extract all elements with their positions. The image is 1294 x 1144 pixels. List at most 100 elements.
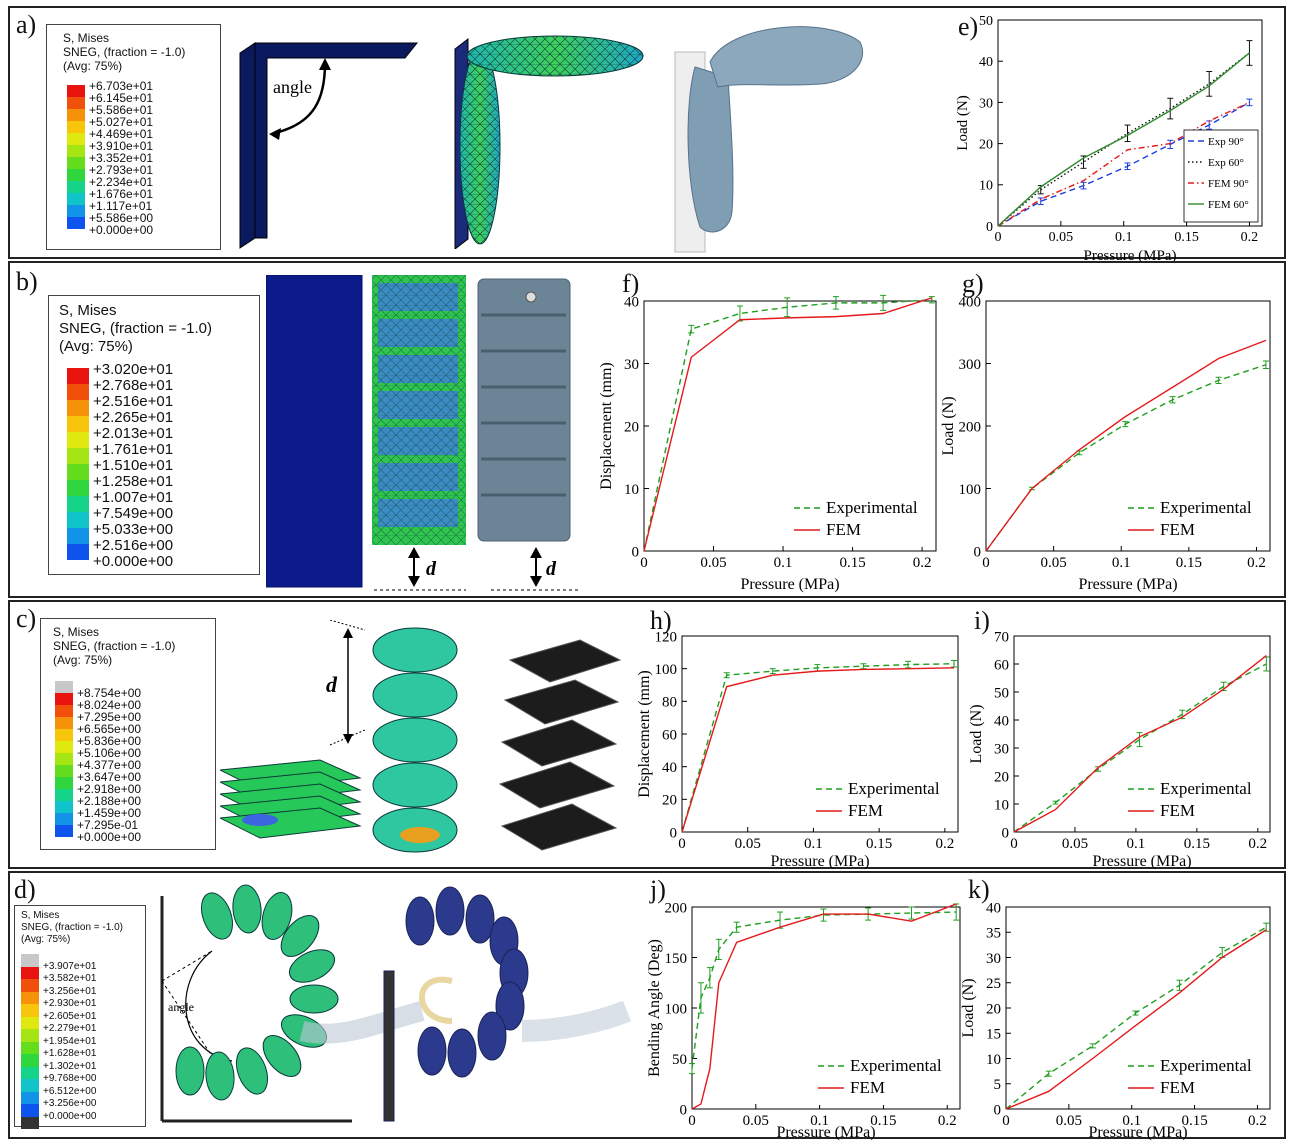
legend-entry: Experimental: [1160, 1056, 1252, 1075]
panel-label-b: b): [16, 267, 38, 297]
legend-entry: FEM: [826, 520, 861, 539]
y-tick-label: 10: [979, 179, 993, 194]
y-tick-label: 70: [994, 629, 1009, 645]
colorbar-swatch: [67, 121, 85, 133]
y-tick-label: 60: [994, 657, 1009, 673]
photo-l-actuator: [670, 22, 880, 254]
y-tick-label: 30: [979, 96, 993, 111]
colorbar-value: +2.265e+01: [93, 409, 173, 426]
x-tick-label: 0.2: [1247, 555, 1266, 571]
chart-svg: 0 0.05 0.1 0.15 0.2050100150200Pressure (MPa…: [636, 899, 970, 1139]
y-tick-label: 40: [624, 294, 639, 310]
y-tick-label: 35: [986, 926, 1001, 942]
colorbar-swatch: [55, 765, 73, 777]
inflated-stack: [373, 628, 457, 852]
fem-l-actuator: [450, 34, 650, 249]
legend-box-a: S, Mises SNEG, (fraction = -1.0) (Avg: 7…: [46, 24, 221, 250]
row-c: c) S, Mises SNEG, (fraction = -1.0) (Avg…: [8, 600, 1286, 869]
legend-title: S, Mises: [63, 31, 109, 45]
colorbar-value: +2.279e+01: [43, 1023, 96, 1034]
legend-entry: FEM: [850, 1078, 885, 1097]
colorbar-value: +1.007e+01: [93, 489, 173, 506]
colorbar-swatch: [67, 109, 85, 121]
colorbar-swatch: [67, 133, 85, 145]
colorbar-value: +0.000e+00: [43, 1111, 96, 1122]
colorbar-swatch: [21, 1117, 39, 1130]
y-tick-label: 0: [632, 544, 640, 560]
colorbar-value: +3.256e+00: [43, 1098, 96, 1109]
colorbar-value: +0.000e+00: [89, 223, 153, 237]
x-tick-label: 0: [688, 1113, 696, 1129]
chart-f: 0 0.05 0.1 0.15 0.2 0 10 20 30 40 Pressure (MPa) Di…: [606, 289, 946, 596]
colorbar-swatch: [21, 1042, 39, 1055]
legend-entry: FEM: [1160, 801, 1195, 820]
y-axis-label: Load (N): [955, 95, 971, 150]
chart-svg: 0 0.05 0.1 0.15 0.2 0 10 20 30 40 50 Pressure (MPa)…: [950, 12, 1280, 262]
colorbar-swatch: [67, 157, 85, 169]
x-tick-label: 0.1: [1112, 555, 1131, 571]
angle-label-d: angle: [168, 1000, 194, 1014]
x-axis-label: Pressure (MPa): [740, 576, 839, 593]
y-tick-label: 40: [994, 713, 1009, 729]
x-tick-label: 0.2: [938, 1113, 957, 1129]
y-tick-label: 20: [986, 1001, 1001, 1017]
colorbar-swatch: [21, 979, 39, 992]
x-tick-label: 0: [995, 230, 1002, 245]
x-tick-label: 0.05: [735, 836, 761, 852]
y-tick-label: 20: [624, 419, 639, 435]
x-tick-label: 0.1: [774, 555, 793, 571]
x-tick-label: 0.05: [1040, 555, 1066, 571]
y-tick-label: 60: [662, 727, 677, 743]
colorbar-value: +2.768e+01: [93, 377, 173, 394]
chart-svg: 0 0.05 0.1 0.15 0.2010203040506070Pressure (…: [968, 628, 1280, 868]
colorbar-swatch: [67, 400, 89, 416]
x-axis-label: Pressure (MPa): [1078, 576, 1177, 593]
y-tick-label: 0: [994, 1102, 1002, 1118]
d-label-photo: d: [546, 558, 557, 580]
chart-i: 0 0.05 0.1 0.15 0.2 0 10 20 30 40 50 60 70 Pressure (…: [968, 628, 1280, 873]
x-tick-label: 0: [1010, 836, 1018, 852]
colorbar-value: +2.930e+01: [43, 998, 96, 1009]
colorbar-swatch: [67, 217, 85, 229]
legend-title: S, Mises: [53, 625, 99, 639]
legend-entry: FEM: [848, 801, 883, 820]
legend-entry: Experimental: [848, 779, 940, 798]
y-axis-label: Load (N): [940, 396, 957, 455]
colorbar-swatch: [67, 512, 89, 528]
y-tick-label: 50: [672, 1052, 687, 1068]
legend-entry: Exp 60°: [1208, 157, 1244, 169]
colorbar-value: +0.000e+00: [93, 553, 173, 570]
row-b: b) S, Mises SNEG, (fraction = -1.0) (Avg…: [8, 261, 1286, 598]
y-tick-label: 100: [959, 482, 982, 498]
chart-svg: 0 0.05 0.1 0.15 0.20100200300400Pressure (MP…: [938, 289, 1280, 591]
colorbar-swatch: [21, 1079, 39, 1092]
colorbar-swatch: [67, 368, 89, 384]
colorbar-value: +1.302e+01: [43, 1061, 96, 1072]
chart-j: 0 0.05 0.1 0.15 0.2 0 50 100 150 200 Pressure (MPa…: [636, 899, 970, 1144]
x-tick-label: 0.15: [1176, 555, 1202, 571]
x-tick-label: 0: [678, 836, 686, 852]
y-tick-label: 20: [979, 138, 993, 153]
legend-entry: Experimental: [1160, 498, 1252, 517]
chart-g: 0 0.05 0.1 0.15 0.2 0 100 200 300 400 Pressure (MP…: [938, 289, 1280, 596]
x-tick-label: 0.2: [935, 836, 954, 852]
chart-svg: 0 0.05 0.1 0.15 0.2020406080100120Pressure (…: [638, 628, 968, 868]
colorbar-swatch: [67, 448, 89, 464]
y-tick-label: 40: [979, 55, 993, 70]
x-tick-label: 0: [1002, 1113, 1010, 1129]
colorbar-swatch: [55, 705, 73, 717]
colorbar-swatch: [55, 681, 73, 693]
x-tick-label: 0.15: [866, 836, 892, 852]
x-tick-label: 0.2: [913, 555, 932, 571]
colorbar-swatch: [67, 432, 89, 448]
y-tick-label: 25: [986, 976, 1001, 992]
y-tick-label: 0: [670, 825, 678, 841]
colorbar-swatch: [21, 1017, 39, 1030]
x-axis-label: Pressure (MPa): [1092, 853, 1191, 870]
colorbar-swatch: [21, 1029, 39, 1042]
legend-entry: Exp 90°: [1208, 136, 1244, 148]
colorbar-swatch: [21, 1104, 39, 1117]
x-tick-label: 0.05: [700, 555, 726, 571]
colorbar-swatch: [67, 416, 89, 432]
colorbar-swatch: [55, 741, 73, 753]
